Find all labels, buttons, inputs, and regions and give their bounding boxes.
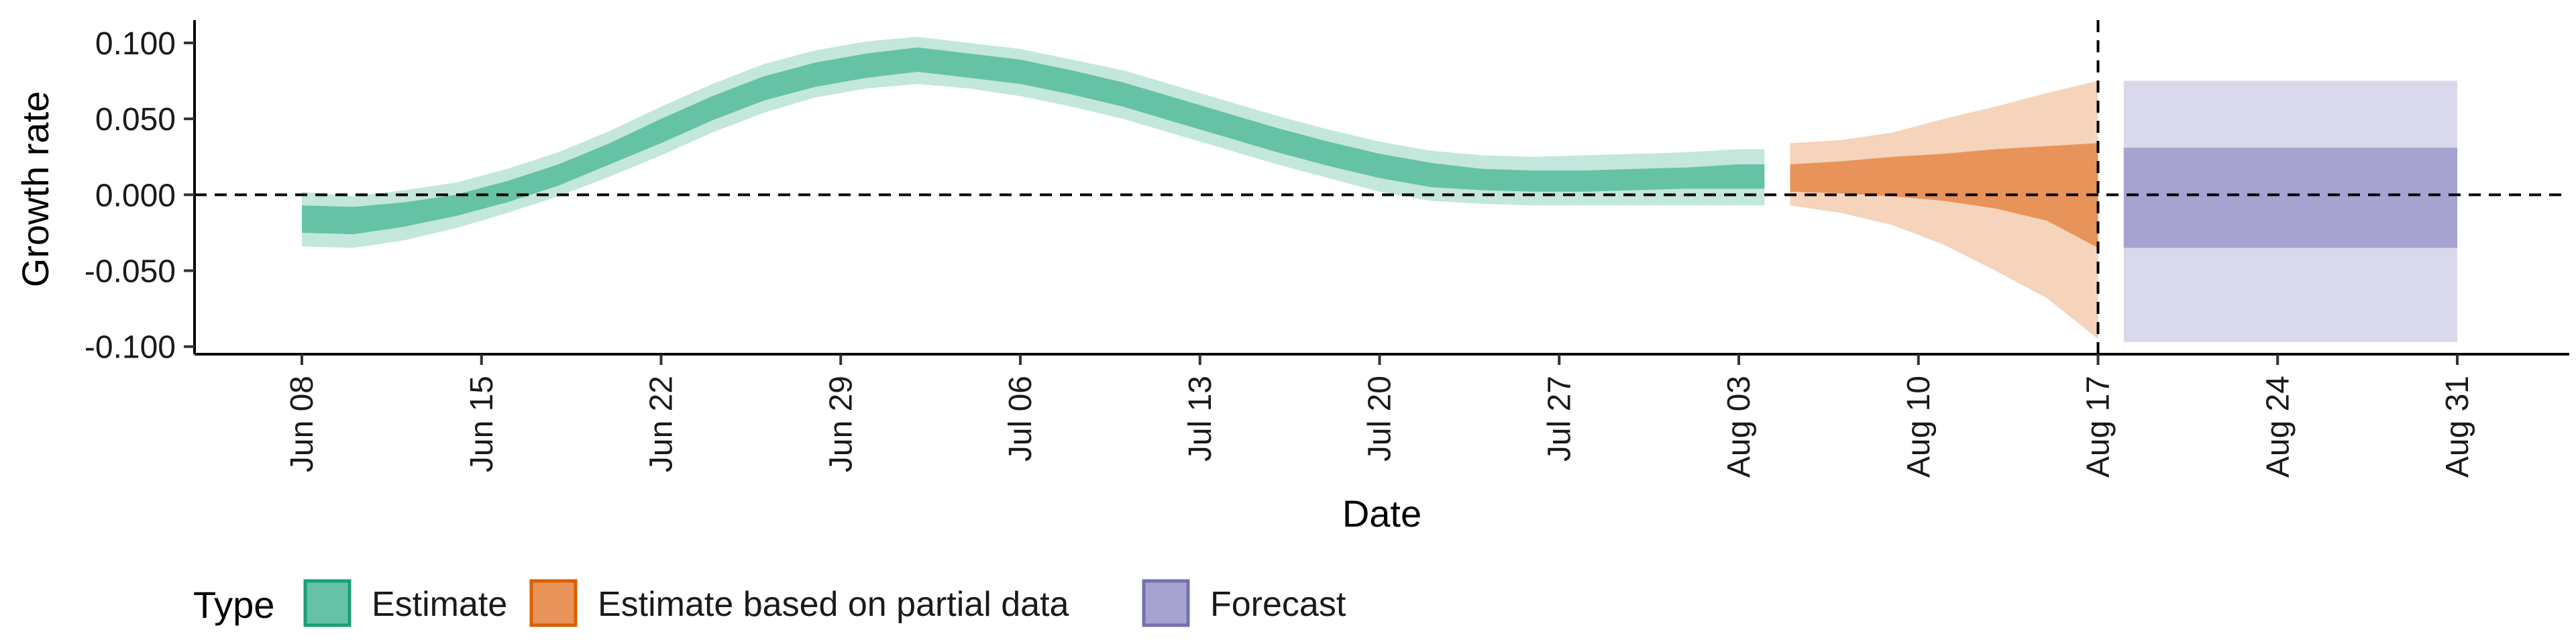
y-tick-label: 0.100 [95, 26, 176, 62]
legend: Type Estimate Estimate based on partial d… [193, 579, 1346, 627]
x-tick-label: Jul 20 [1362, 376, 1398, 462]
y-tick-label: -0.050 [85, 254, 176, 290]
partial-estimate-outer-band [1790, 80, 2098, 339]
estimate-inner-band [302, 47, 1765, 235]
x-axis-title: Date [1342, 492, 1421, 535]
legend-key-estimate [303, 579, 352, 627]
legend-label-partial-estimate: Estimate based on partial data [598, 585, 1069, 624]
x-tick-label: Aug 10 [1901, 376, 1937, 478]
legend-label-forecast: Forecast [1210, 585, 1346, 624]
estimate-outer-band [302, 36, 1765, 248]
x-tick-label: Jun 29 [823, 376, 859, 472]
x-tick-label: Jul 06 [1003, 376, 1038, 462]
y-axis-title: Growth rate [14, 91, 56, 288]
axes [193, 20, 2569, 356]
y-axis-ticks: 0.100 0.050 0.000 -0.050 -0.100 [85, 26, 195, 366]
legend-label-estimate: Estimate [372, 585, 507, 624]
reference-lines [195, 20, 2569, 354]
forecast-inner-band [2123, 148, 2457, 248]
y-tick-label: -0.100 [85, 330, 176, 366]
x-tick-label: Aug 03 [1721, 376, 1757, 478]
x-tick-label: Jul 13 [1183, 376, 1218, 462]
x-axis-ticks: Jun 08 Jun 15 Jun 22 Jun 29 Jul 06 Jul 13 Jul … [284, 354, 2475, 478]
partial-estimate-inner-band [1790, 143, 2098, 248]
x-tick-label: Aug 31 [2440, 376, 2475, 478]
ribbon-layer [302, 36, 2457, 342]
x-tick-label: Jun 15 [464, 376, 500, 472]
x-tick-label: Jun 22 [644, 376, 680, 472]
legend-title: Type [193, 584, 274, 626]
x-tick-label: Aug 17 [2081, 376, 2116, 478]
y-tick-label: 0.000 [95, 178, 176, 213]
y-tick-label: 0.050 [95, 102, 176, 138]
legend-key-partial-estimate [529, 579, 578, 627]
legend-key-forecast [1142, 579, 1190, 627]
x-tick-label: Jun 08 [284, 376, 320, 472]
x-tick-label: Aug 24 [2260, 376, 2296, 478]
x-tick-label: Jul 27 [1542, 376, 1577, 462]
